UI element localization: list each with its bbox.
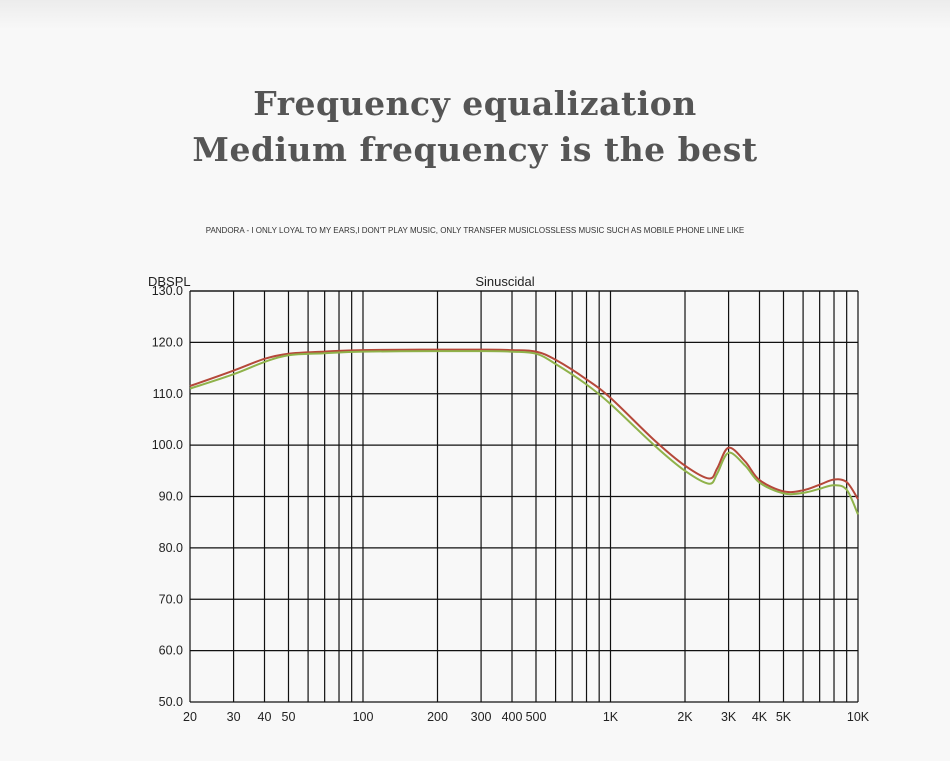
x-tick-label: 5K [776, 710, 792, 724]
x-tick-label: 300 [471, 710, 492, 724]
x-tick-label: 400 [502, 710, 523, 724]
chart-caption: PANDORA - I ONLY LOYAL TO MY EARS,I DON'… [205, 226, 745, 235]
headline-line-1: Frequency equalization [253, 84, 697, 123]
x-tick-label: 3K [721, 710, 737, 724]
y-tick-label: 80.0 [159, 541, 183, 555]
x-tick-label: 30 [227, 710, 241, 724]
y-tick-label: 100.0 [152, 438, 183, 452]
series-line-2 [189, 350, 859, 515]
x-tick-labels: 20 30 40 50 100 200 300 400 500 1K 2K 3K 4K 5K 10K [183, 710, 870, 724]
x-tick-label: 500 [526, 710, 547, 724]
x-tick-label: 40 [258, 710, 272, 724]
horizontal-gridlines [190, 290, 858, 703]
x-tick-label: 10K [847, 710, 870, 724]
x-tick-label: 2K [677, 710, 693, 724]
y-tick-label: 130.0 [152, 284, 183, 298]
x-tick-label: 200 [427, 710, 448, 724]
y-tick-label: 90.0 [159, 490, 183, 504]
top-shade [0, 0, 950, 30]
y-tick-label: 120.0 [152, 335, 183, 349]
y-tick-labels: 50.0 60.0 70.0 80.0 90.0 100.0 110.0 120.0 130.0 [152, 284, 183, 709]
y-tick-label: 110.0 [153, 387, 183, 401]
series-lines [189, 348, 859, 515]
y-tick-label: 70.0 [159, 592, 183, 606]
x-tick-label: 1K [603, 710, 619, 724]
series-line-1 [189, 348, 859, 500]
headline-line-2: Medium frequency is the best [192, 130, 758, 169]
x-tick-label: 4K [752, 710, 768, 724]
y-tick-label: 60.0 [159, 644, 183, 658]
x-tick-label: 20 [183, 710, 197, 724]
y-axis-label: DBSPL [148, 274, 191, 289]
chart-title: Sinuscidal [475, 274, 534, 289]
x-tick-label: 100 [353, 710, 374, 724]
y-tick-label: 50.0 [159, 695, 183, 709]
x-tick-label: 50 [282, 710, 296, 724]
vertical-gridlines [189, 291, 859, 702]
